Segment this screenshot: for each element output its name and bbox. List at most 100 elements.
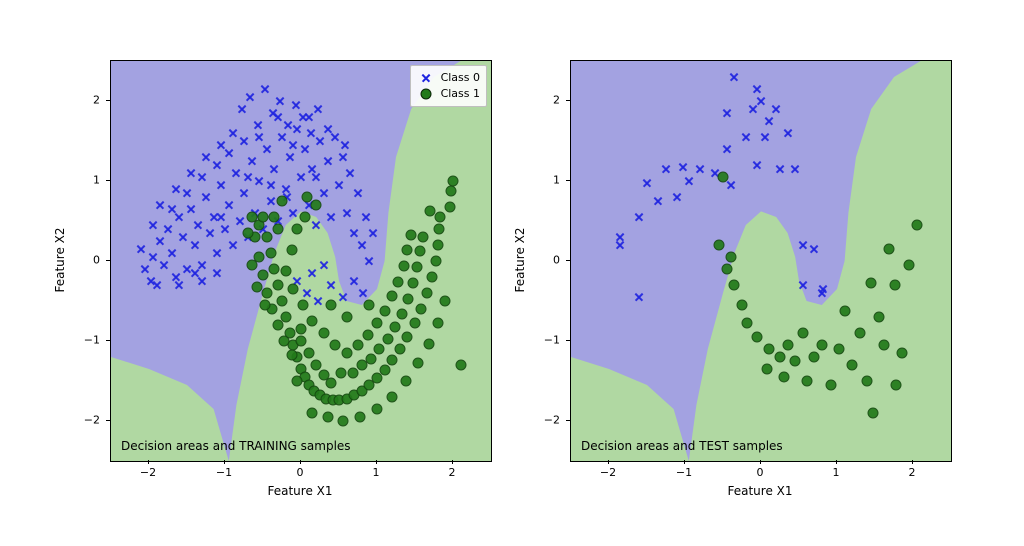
- ytick-label: 2: [76, 94, 100, 107]
- class1-marker: [413, 358, 424, 369]
- class0-marker: [634, 292, 644, 302]
- legend-swatch: [417, 71, 435, 85]
- left-axes: Decision areas and TRAINING samples Class…: [110, 60, 490, 460]
- class1-marker: [866, 278, 877, 289]
- class0-marker: [319, 260, 329, 270]
- class1-marker: [725, 252, 736, 263]
- class1-marker: [318, 328, 329, 339]
- class0-marker: [148, 220, 158, 230]
- class1-marker: [412, 262, 423, 273]
- class1-marker: [801, 376, 812, 387]
- class1-marker: [372, 404, 383, 415]
- class1-marker: [410, 318, 421, 329]
- class1-marker: [737, 300, 748, 311]
- class0-marker: [247, 156, 257, 166]
- class1-marker: [415, 246, 426, 257]
- class0-marker: [228, 128, 238, 138]
- xtick-label: 2: [909, 466, 916, 479]
- left-caption: Decision areas and TRAINING samples: [121, 439, 351, 453]
- class1-marker: [889, 280, 900, 291]
- right-decision-regions: [571, 61, 951, 461]
- class1-marker: [762, 364, 773, 375]
- class0-marker: [148, 252, 158, 262]
- class0-marker: [140, 264, 150, 274]
- class0-marker: [319, 188, 329, 198]
- class1-marker: [394, 344, 405, 355]
- class0-marker: [288, 140, 298, 150]
- class0-marker: [798, 280, 808, 290]
- class0-marker: [275, 96, 285, 106]
- class0-marker: [798, 240, 808, 250]
- ytick-label: −2: [536, 414, 560, 427]
- legend-row: Class 1: [417, 86, 480, 102]
- class1-marker: [809, 352, 820, 363]
- ytick-label: 0: [76, 254, 100, 267]
- class1-marker: [896, 348, 907, 359]
- class0-marker: [292, 124, 302, 134]
- class0-marker: [634, 212, 644, 222]
- class0-marker: [190, 240, 200, 250]
- class0-marker: [358, 288, 368, 298]
- class0-marker: [311, 172, 321, 182]
- ytick-mark: [566, 260, 570, 261]
- class0-marker: [186, 204, 196, 214]
- ytick-mark: [566, 420, 570, 421]
- class0-marker: [775, 164, 785, 174]
- class0-marker: [235, 216, 245, 226]
- legend-label: Class 0: [441, 70, 480, 86]
- xtick-mark: [148, 460, 149, 464]
- class1-marker: [296, 336, 307, 347]
- class0-marker: [224, 148, 234, 158]
- class1-marker: [365, 353, 376, 364]
- class0-marker: [741, 132, 751, 142]
- class1-marker: [721, 264, 732, 275]
- class0-marker: [345, 168, 355, 178]
- class0-marker: [300, 144, 310, 154]
- class1-marker: [379, 305, 390, 316]
- class1-marker: [296, 324, 307, 335]
- class1-marker: [402, 244, 413, 255]
- class1-marker: [406, 230, 417, 241]
- class0-marker: [239, 188, 249, 198]
- class0-marker: [273, 112, 283, 122]
- class1-marker: [426, 272, 437, 283]
- xtick-label: −2: [140, 466, 156, 479]
- class0-marker: [285, 152, 295, 162]
- class1-marker: [335, 368, 346, 379]
- class1-marker: [297, 300, 308, 311]
- ytick-label: 0: [536, 254, 560, 267]
- class1-marker: [273, 224, 284, 235]
- class1-marker: [718, 172, 729, 183]
- class0-marker: [231, 168, 241, 178]
- class1-marker: [265, 248, 276, 259]
- class1-marker: [246, 260, 257, 271]
- class1-marker: [269, 264, 280, 275]
- class1-marker: [398, 260, 409, 271]
- class0-marker: [722, 108, 732, 118]
- class1-marker: [387, 392, 398, 403]
- class1-marker: [455, 360, 466, 371]
- class0-marker: [178, 232, 188, 242]
- class1-marker: [246, 212, 257, 223]
- class0-marker: [771, 104, 781, 114]
- class1-marker: [303, 348, 314, 359]
- class0-marker: [334, 180, 344, 190]
- class0-marker: [349, 276, 359, 286]
- class0-marker: [338, 292, 348, 302]
- ytick-mark: [106, 340, 110, 341]
- ytick-label: −1: [536, 334, 560, 347]
- right-caption: Decision areas and TEST samples: [581, 439, 783, 453]
- left-plot-area: Decision areas and TRAINING samples Class…: [110, 60, 492, 462]
- class0-marker: [760, 132, 770, 142]
- class0-marker: [353, 188, 363, 198]
- class1-marker: [258, 212, 269, 223]
- class1-marker: [435, 212, 446, 223]
- xtick-mark: [684, 460, 685, 464]
- class1-marker: [372, 318, 383, 329]
- class0-marker: [167, 204, 177, 214]
- ytick-label: 1: [536, 174, 560, 187]
- class0-marker: [783, 128, 793, 138]
- class1-marker: [292, 224, 303, 235]
- legend: Class 0Class 1: [410, 65, 487, 107]
- class0-marker: [254, 132, 264, 142]
